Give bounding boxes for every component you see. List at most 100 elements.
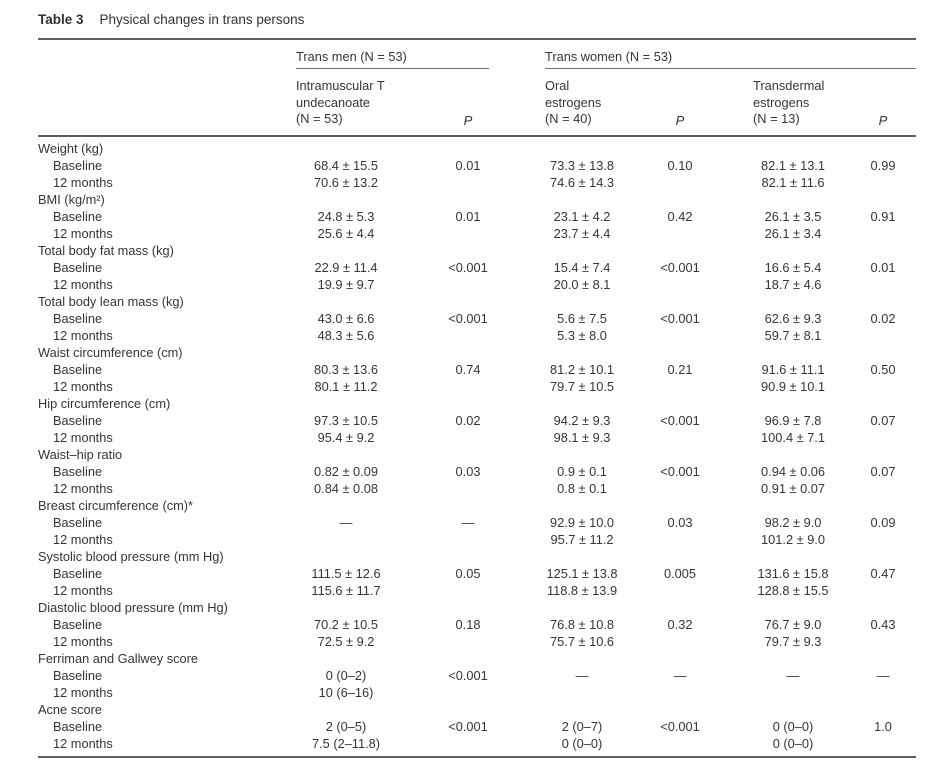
row-label: Baseline: [53, 361, 103, 377]
value-cell: 79.7 ± 10.5: [550, 378, 614, 394]
p-value-cell: <0.001: [660, 412, 700, 428]
group-label-trans-women: Trans women (N = 53): [545, 49, 917, 69]
value-cell: 98.2 ± 9.0: [764, 514, 822, 530]
p-value-cell: [850, 684, 916, 701]
data-row: Baseline — — 92.9 ± 10.0 0.03 98.2 ± 9.0 0.09: [38, 514, 916, 531]
p-value-cell: [396, 531, 540, 548]
value-cell: 0.82 ± 0.09: [314, 463, 378, 479]
section-title: Waist–hip ratio: [38, 446, 123, 462]
value-cell: 0 (0–2): [325, 667, 367, 683]
p-value-cell: <0.001: [660, 310, 700, 326]
row-label: Baseline: [53, 667, 103, 683]
section-title: Diastolic blood pressure (mm Hg): [38, 599, 228, 615]
value-cell: 74.6 ± 14.3: [550, 174, 614, 190]
value-cell: 125.1 ± 13.8: [546, 565, 618, 581]
section-title: Waist circumference (cm): [38, 344, 183, 360]
p-value-cell: [624, 684, 736, 701]
data-row: Baseline 111.5 ± 12.6 0.05 125.1 ± 13.8 0.00…: [38, 565, 916, 582]
column-header-p2: P: [675, 112, 685, 128]
value-cell: 18.7 ± 4.6: [764, 276, 822, 292]
p-value-cell: —: [461, 514, 475, 530]
value-cell: [296, 531, 396, 548]
p-value-cell: 0.91: [870, 208, 896, 224]
p-value-cell: [624, 276, 736, 293]
row-label: 12 months: [53, 327, 113, 343]
section-header-row: Waist–hip ratio: [38, 446, 916, 463]
row-label: 12 months: [53, 480, 113, 496]
table-title: Physical changes in trans persons: [99, 12, 305, 27]
value-cell: 22.9 ± 11.4: [314, 259, 378, 275]
p-value-cell: [850, 480, 916, 497]
data-row: 12 months 19.9 ± 9.7 20.0 ± 8.1 18.7 ± 4.6: [38, 276, 916, 293]
row-label: Baseline: [53, 463, 103, 479]
p-value-cell: 0.32: [667, 616, 693, 632]
value-cell: 0 (0–0): [772, 735, 814, 751]
p-value-cell: [396, 633, 540, 650]
column-header-transdermal: Transdermal estrogens (N = 13): [753, 78, 825, 126]
value-cell: 76.8 ± 10.8: [550, 616, 614, 632]
value-cell: 25.6 ± 4.4: [317, 225, 375, 241]
value-cell: 15.4 ± 7.4: [553, 259, 611, 275]
p-value-cell: 0.01: [870, 259, 896, 275]
value-cell: 70.6 ± 13.2: [314, 174, 378, 190]
row-label: Baseline: [53, 208, 103, 224]
table-caption: Table 3 Physical changes in trans persons: [38, 11, 916, 29]
data-row: 12 months 95.7 ± 11.2 101.2 ± 9.0: [38, 531, 916, 548]
section-header-row: Total body fat mass (kg): [38, 242, 916, 259]
row-label: 12 months: [53, 174, 113, 190]
row-label: Baseline: [53, 310, 103, 326]
row-label: Baseline: [53, 616, 103, 632]
value-cell: 72.5 ± 9.2: [317, 633, 375, 649]
p-value-cell: [850, 531, 916, 548]
value-cell: 118.8 ± 13.9: [546, 582, 618, 598]
p-value-cell: [850, 429, 916, 446]
empty-label-cell: [38, 69, 296, 136]
data-row: Baseline 80.3 ± 13.6 0.74 81.2 ± 10.1 0.21 91…: [38, 361, 916, 378]
value-cell: 96.9 ± 7.8: [764, 412, 822, 428]
p-value-cell: 0.47: [870, 565, 896, 581]
value-cell: 23.7 ± 4.4: [553, 225, 611, 241]
section-header-row: Weight (kg): [38, 136, 916, 157]
value-cell: 10 (6–16): [318, 684, 374, 700]
value-cell: 80.3 ± 13.6: [314, 361, 378, 377]
row-label: 12 months: [53, 735, 113, 751]
row-label: 12 months: [53, 378, 113, 394]
row-label: Baseline: [53, 259, 103, 275]
section-title: Hip circumference (cm): [38, 395, 171, 411]
section-title: Breast circumference (cm)*: [38, 497, 194, 513]
data-row: Baseline 70.2 ± 10.5 0.18 76.8 ± 10.8 0.32 76…: [38, 616, 916, 633]
value-cell: 5.3 ± 8.0: [557, 327, 607, 343]
value-cell: 24.8 ± 5.3: [317, 208, 375, 224]
section-title: Systolic blood pressure (mm Hg): [38, 548, 224, 564]
p-value-cell: [624, 633, 736, 650]
value-cell: 76.7 ± 9.0: [764, 616, 822, 632]
p-value-cell: 0.005: [664, 565, 697, 581]
section-title: Total body fat mass (kg): [38, 242, 174, 258]
value-cell: 48.3 ± 5.6: [317, 327, 375, 343]
table-body: Weight (kg) Baseline 68.4 ± 15.5 0.01 73.3 ±…: [38, 136, 916, 757]
p-value-cell: [624, 327, 736, 344]
section-title: Weight (kg): [38, 140, 104, 156]
data-row: Baseline 43.0 ± 6.6 <0.001 5.6 ± 7.5 <0.001 6…: [38, 310, 916, 327]
value-cell: 62.6 ± 9.3: [764, 310, 822, 326]
p-value-cell: 0.43: [870, 616, 896, 632]
value-cell: 20.0 ± 8.1: [553, 276, 611, 292]
section-title: Total body lean mass (kg): [38, 293, 184, 309]
p-value-cell: [396, 327, 540, 344]
empty-corner-cell: [38, 39, 296, 69]
value-cell: 81.2 ± 10.1: [550, 361, 614, 377]
value-cell: 16.6 ± 5.4: [764, 259, 822, 275]
data-row: Baseline 68.4 ± 15.5 0.01 73.3 ± 13.8 0.10 82…: [38, 157, 916, 174]
p-value-cell: [396, 225, 540, 242]
section-header-row: BMI (kg/m²): [38, 191, 916, 208]
section-header-row: Ferriman and Gallwey score: [38, 650, 916, 667]
p-value-cell: 0.18: [455, 616, 481, 632]
column-header-oral: Oral estrogens (N = 40): [545, 78, 602, 126]
value-cell: 0.8 ± 0.1: [557, 480, 607, 496]
data-row: 12 months 95.4 ± 9.2 98.1 ± 9.3 100.4 ± 7.1: [38, 429, 916, 446]
row-label: Baseline: [53, 157, 103, 173]
group-label-trans-men: Trans men (N = 53): [296, 49, 490, 69]
value-cell: 94.2 ± 9.3: [553, 412, 611, 428]
data-row: 12 months 72.5 ± 9.2 75.7 ± 10.6 79.7 ± 9.3: [38, 633, 916, 650]
p-value-cell: —: [876, 667, 890, 683]
